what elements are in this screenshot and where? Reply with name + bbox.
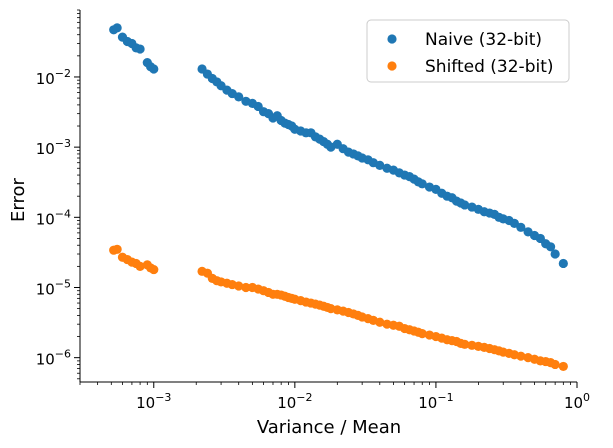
legend-label: Naive (32-bit) (425, 30, 542, 50)
data-point (516, 222, 526, 232)
data-point (417, 329, 427, 339)
data-point (149, 264, 159, 275)
series-2-points (109, 244, 568, 372)
data-point (558, 258, 568, 269)
y-tick-label: 10−3 (36, 137, 71, 158)
data-point (550, 249, 560, 259)
data-point (546, 242, 556, 252)
data-point (375, 317, 385, 327)
data-point (558, 361, 568, 372)
data-point (149, 64, 159, 74)
points-layer (109, 23, 568, 372)
data-point (241, 282, 251, 293)
legend-marker (387, 61, 397, 71)
legend-label: Shifted (32-bit) (425, 57, 554, 77)
data-point (375, 160, 385, 170)
data-point (112, 23, 122, 33)
data-point (112, 244, 122, 254)
data-point (234, 281, 244, 291)
x-tick-label: 10−2 (277, 391, 312, 412)
data-point (460, 200, 470, 210)
y-tick-label: 10−2 (36, 67, 71, 88)
labels-layer: 10−3 10−2 10−1 100 10−6 10−5 10−4 10−3 10−2 (36, 67, 590, 412)
y-axis-title: Error (8, 177, 29, 221)
axes-layer (74, 9, 578, 388)
x-tick-label: 10−1 (418, 391, 453, 412)
series-1-points (109, 23, 568, 269)
data-point (417, 179, 427, 189)
data-point (516, 351, 526, 361)
data-point (234, 92, 244, 102)
y-tick-label: 10−6 (36, 348, 71, 369)
x-tick-label: 10−3 (136, 391, 171, 412)
x-axis-title: Variance / Mean (257, 417, 401, 438)
x-tick-label: 100 (564, 391, 590, 412)
legend-marker (387, 34, 397, 44)
legend-box (366, 19, 570, 83)
data-point (550, 359, 560, 370)
y-tick-label: 10−5 (36, 277, 71, 298)
data-point (135, 44, 145, 54)
data-point (135, 261, 145, 271)
data-point (460, 339, 470, 349)
y-tick-label: 10−4 (36, 207, 71, 228)
legend: Naive (32-bit) Shifted (32-bit) (366, 19, 570, 83)
